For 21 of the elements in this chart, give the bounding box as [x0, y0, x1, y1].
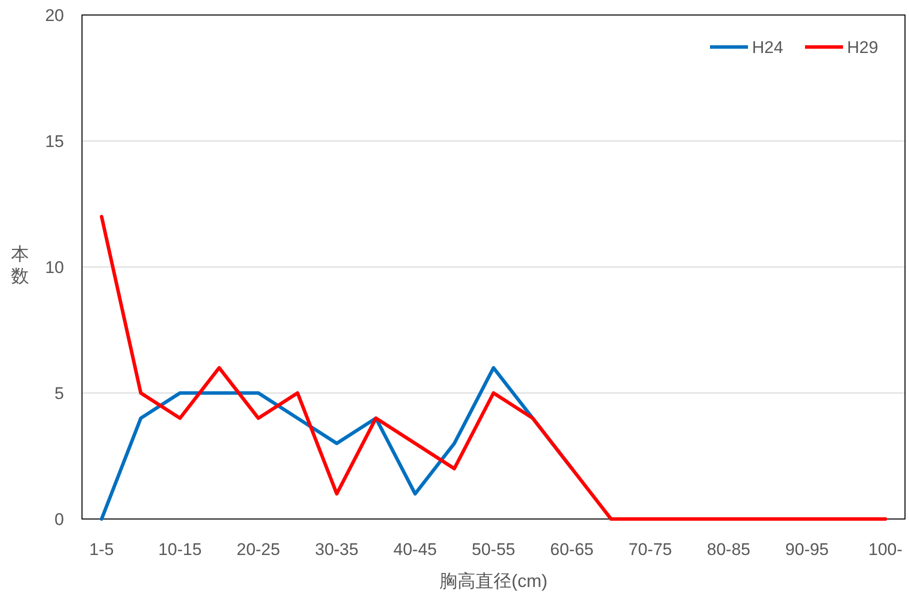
legend-label: H24 — [752, 38, 784, 57]
y-tick-label: 20 — [45, 6, 64, 25]
y-tick-label: 0 — [54, 510, 64, 529]
x-tick-label: 70-75 — [628, 540, 672, 559]
x-tick-label: 90-95 — [785, 540, 829, 559]
x-tick-label: 30-35 — [314, 540, 358, 559]
x-tick-label: 80-85 — [706, 540, 750, 559]
x-tick-label: 20-25 — [236, 540, 280, 559]
legend-label: H29 — [847, 38, 878, 57]
x-tick-label: 10-15 — [158, 540, 202, 559]
y-axis-title: 本数 — [11, 244, 29, 286]
x-axis-title: 胸高直径(cm) — [440, 571, 548, 591]
x-tick-label: 50-55 — [472, 540, 516, 559]
y-tick-label: 10 — [45, 258, 64, 277]
x-tick-label: 60-65 — [550, 540, 594, 559]
line-series — [100, 214, 888, 521]
x-tick-label: 1-5 — [89, 540, 114, 559]
y-tick-label: 15 — [45, 132, 64, 151]
x-tick-label: 40-45 — [393, 540, 437, 559]
x-tick-label: 100- — [868, 540, 902, 559]
y-tick-label: 5 — [54, 384, 64, 403]
